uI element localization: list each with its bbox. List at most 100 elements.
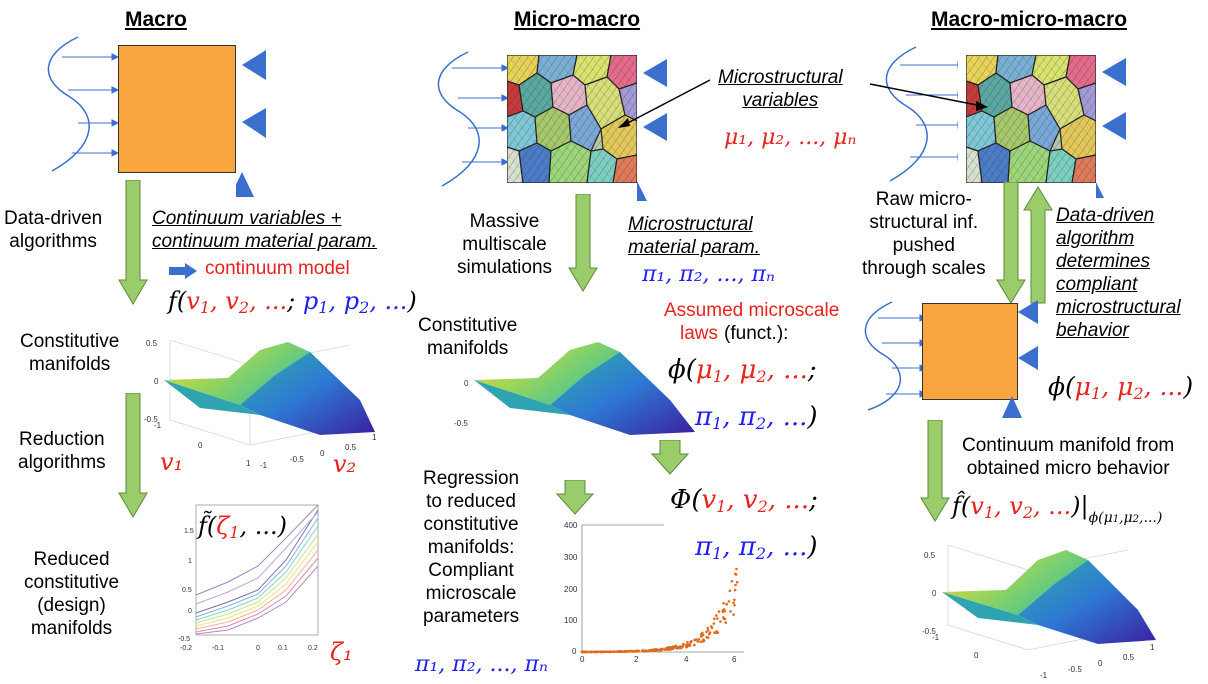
y-tick: -0.5	[178, 636, 190, 643]
scatter-point	[699, 633, 703, 636]
y-tick: 100	[564, 616, 578, 625]
macro-box-small	[922, 303, 1018, 400]
y-tick: 0	[974, 651, 979, 660]
scatter-point	[719, 620, 722, 623]
z-tick: -0.5	[144, 415, 158, 424]
surface-plot-micro-macro: 0 -0.5	[454, 342, 695, 435]
scatter-point	[693, 638, 696, 642]
scatter-points	[580, 567, 739, 654]
scatter-point	[583, 650, 586, 654]
y-tick: 0	[572, 647, 577, 656]
load-curve-mmm-top	[885, 46, 958, 182]
mu-list: μ₁, μ₂, ..., μₙ	[724, 125, 857, 150]
scatter-point	[735, 567, 738, 571]
scatter-point	[666, 648, 670, 651]
scatter-point	[716, 617, 719, 620]
scatter-point	[730, 580, 734, 583]
support-triangles-micro-macro	[637, 59, 667, 201]
x-tick: -0.2	[180, 645, 192, 652]
scatter-point	[702, 638, 705, 641]
x-tick: 0.5	[345, 443, 357, 452]
y-tick: 1	[246, 459, 251, 468]
header-micro-macro: Micro-macro	[514, 8, 641, 31]
surface-plot-macro: 0.5 0 -0.5 1 0.5 0 -0.5 -1 -1 0 1	[144, 339, 377, 470]
z-tick: 0.5	[924, 551, 936, 560]
x-tick: -0.1	[212, 645, 224, 652]
y-tick: 300	[564, 553, 578, 562]
assumed-red: Assumed microscale	[664, 300, 840, 321]
scatter-point	[727, 600, 731, 603]
header-macro-micro-macro: Macro-micro-macro	[931, 8, 1128, 31]
scatter-point	[734, 573, 738, 576]
scatter-point	[722, 602, 725, 605]
y-tick: 200	[564, 585, 578, 594]
small-down-arrow-2	[555, 480, 595, 515]
scatter-point	[706, 629, 710, 632]
y-tick: 1.5	[184, 528, 194, 535]
reduced-line-plot: 1.5 1 0.5 0 -0.5 -0.2 -0.1 0 0.1 0.2	[178, 504, 319, 652]
support-triangle	[236, 172, 254, 197]
scatter-point	[685, 645, 688, 649]
dd-algorithm: Data-driven algorithm determines complia…	[1056, 205, 1181, 341]
scatter-point	[663, 648, 667, 651]
scatter-point	[712, 622, 716, 625]
scatter-point	[733, 588, 737, 592]
y-tick: 0	[188, 608, 192, 615]
x-tick: 0.2	[308, 645, 318, 652]
scatter-point	[673, 645, 677, 648]
scatter-point	[617, 650, 620, 653]
up-arrow-mmm	[1023, 186, 1053, 304]
x-tick: 0.1	[278, 645, 288, 652]
scatter-point	[721, 610, 725, 613]
reduced-function: f̃(ζ1, ...)	[198, 512, 287, 542]
support-triangle	[1102, 112, 1126, 140]
scatter-point	[699, 640, 702, 644]
scatter-point	[601, 650, 604, 654]
x-tick: 0.5	[1123, 653, 1135, 662]
down-arrow-macro-2	[118, 393, 148, 518]
down-arrow-macro-1	[118, 180, 148, 305]
scatter-point	[637, 649, 641, 653]
scatter-point	[735, 580, 739, 584]
step-reduced-manifolds: Reduced constitutive (design) manifolds	[24, 549, 120, 639]
x-tick: -0.5	[290, 455, 304, 464]
scatter-point	[689, 640, 693, 644]
support-triangle	[242, 108, 266, 138]
x-tick: 0	[1098, 659, 1103, 668]
scatter-plot: 400 300 200 100 0 0 2 4 6	[564, 521, 744, 664]
z-tick: -0.5	[454, 419, 468, 428]
scatter-point	[607, 650, 611, 653]
scatter-point	[642, 649, 646, 653]
x-tick: 6	[732, 655, 737, 664]
small-down-arrow-1	[650, 440, 690, 475]
microstructure-grains-2	[966, 55, 1096, 183]
scatter-point	[621, 650, 624, 653]
support-triangle	[643, 113, 667, 141]
scatter-point	[693, 643, 696, 647]
scatter-point	[661, 647, 664, 651]
continuum-model-label: continuum model	[205, 258, 350, 279]
step-raw-micro: Raw micro- structural inf. pushed throug…	[862, 189, 986, 279]
scatter-point	[732, 613, 735, 616]
scatter-point	[688, 643, 691, 646]
scatter-point	[734, 583, 737, 587]
surface-plot-mmm: 0.5 0 -0.5 1 0.5 0 -0.5 -1 -1 0	[922, 544, 1156, 680]
z-tick: 0	[932, 589, 937, 598]
y-tick: 0	[198, 441, 203, 450]
x-tick: 4	[684, 655, 689, 664]
y-tick: 0.5	[182, 587, 192, 594]
load-curve-micro-macro	[437, 51, 510, 187]
scatter-point	[725, 602, 728, 606]
scatter-point	[615, 650, 618, 653]
z-tick: 0.5	[146, 339, 158, 348]
support-triangle	[643, 59, 667, 87]
scatter-point	[604, 650, 607, 654]
x-tick: 2	[634, 655, 639, 664]
step-constitutive-manifolds-2: Constitutive manifolds	[418, 315, 518, 359]
y-tick: -1	[932, 633, 940, 642]
scatter-point	[733, 604, 736, 607]
axis-v2: v₂	[333, 450, 357, 478]
axis-v1: v₁	[160, 448, 184, 476]
scatter-point	[651, 648, 654, 652]
scatter-point	[707, 633, 711, 636]
